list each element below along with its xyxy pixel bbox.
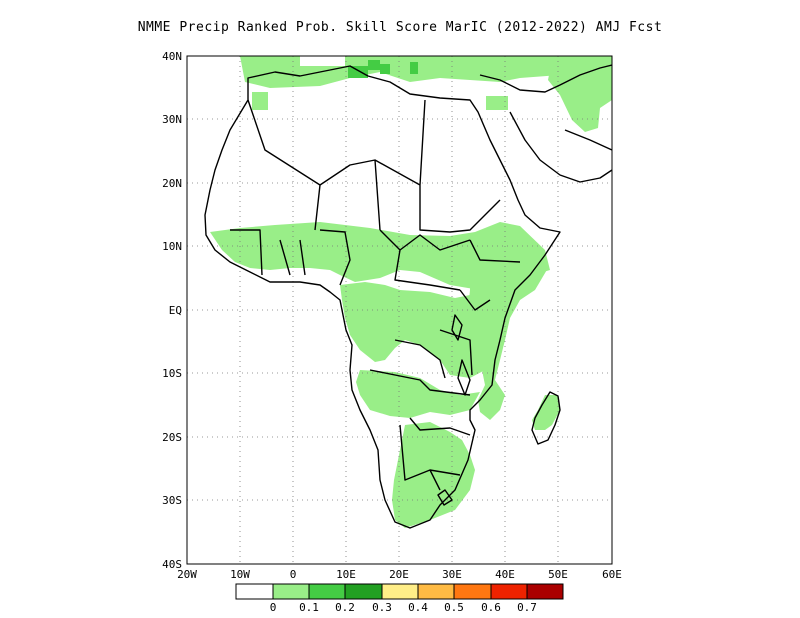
colorbar-swatch: [417, 583, 455, 600]
lat-tick-label: 10N: [162, 240, 182, 253]
skill-region-sahel: [210, 222, 550, 290]
lat-tick-label: 30S: [162, 494, 182, 507]
colorbar-swatch: [381, 583, 419, 600]
skill-cell-caspian: [410, 62, 418, 74]
skill-region-levant: [486, 96, 508, 110]
skill-region-east-africa: [468, 262, 548, 420]
colorbar-label: 0.4: [408, 601, 428, 614]
skill-region-madagascar: [532, 395, 560, 430]
skill-region-angola: [356, 370, 480, 418]
map-frame: [186, 55, 613, 565]
lon-tick-label: 40E: [495, 568, 515, 581]
lon-tick-label: 20E: [389, 568, 409, 581]
skill-shading-higher: [348, 60, 418, 78]
lat-tick-label: 20S: [162, 431, 182, 444]
lon-tick-labels: 20W 10W 0 10E 20E 30E 40E 50E 60E: [177, 568, 622, 581]
skill-cell-iraq: [380, 64, 390, 74]
lat-tick-label: 40S: [162, 558, 182, 571]
colorbar-label: 0.5: [444, 601, 464, 614]
country-borders: [230, 99, 521, 491]
skill-shading: [210, 56, 612, 528]
map-title: NMME Precip Ranked Prob. Skill Score Mar…: [137, 20, 663, 35]
colorbar-swatch: [344, 583, 383, 600]
skill-region-congo: [340, 282, 498, 378]
lat-tick-label: EQ: [169, 304, 182, 317]
map-gridlines: [187, 56, 612, 564]
lon-tick-label: 30E: [442, 568, 462, 581]
colorbar-label: 0.1: [299, 601, 319, 614]
arabian-coast: [479, 64, 612, 183]
skill-region-middle-east: [548, 60, 612, 132]
colorbar-label: 0: [270, 601, 277, 614]
lon-tick-label: 0: [290, 568, 297, 581]
lon-tick-label: 60E: [602, 568, 622, 581]
colorbar-label: 0.2: [335, 601, 355, 614]
skill-cell-syria-1: [348, 66, 368, 78]
lat-tick-label: 30N: [162, 113, 182, 126]
skill-region-nw-africa: [252, 92, 268, 110]
colorbar-swatch: [453, 583, 492, 600]
coastlines-and-borders: [204, 64, 612, 529]
lon-tick-label: 50E: [548, 568, 568, 581]
colorbar-swatch: [272, 583, 310, 600]
colorbar-swatch: [490, 583, 528, 600]
africa-coastline: [204, 65, 561, 529]
colorbar-swatch: [526, 583, 564, 600]
skill-region-mediterranean: [240, 56, 612, 88]
colorbar-swatch: [235, 583, 274, 600]
lon-tick-label: 10E: [336, 568, 356, 581]
lakes: [437, 314, 471, 506]
madagascar-coast: [531, 391, 561, 445]
colorbar-swatch: [308, 583, 346, 600]
colorbar: 0 0.1 0.2 0.3 0.4 0.5 0.6 0.7: [235, 583, 564, 614]
lat-tick-label: 20N: [162, 177, 182, 190]
colorbar-label: 0.6: [481, 601, 501, 614]
colorbar-label: 0.3: [372, 601, 392, 614]
lon-tick-label: 20W: [177, 568, 197, 581]
colorbar-label: 0.7: [517, 601, 537, 614]
skill-region-southern-africa: [392, 422, 475, 528]
lat-tick-labels: 40N 30N 20N 10N EQ 10S 20S 30S 40S: [162, 50, 182, 571]
lon-tick-label: 10W: [230, 568, 250, 581]
skill-cell-syria-2: [368, 60, 380, 70]
lat-tick-label: 10S: [162, 367, 182, 380]
lat-tick-label: 40N: [162, 50, 182, 63]
